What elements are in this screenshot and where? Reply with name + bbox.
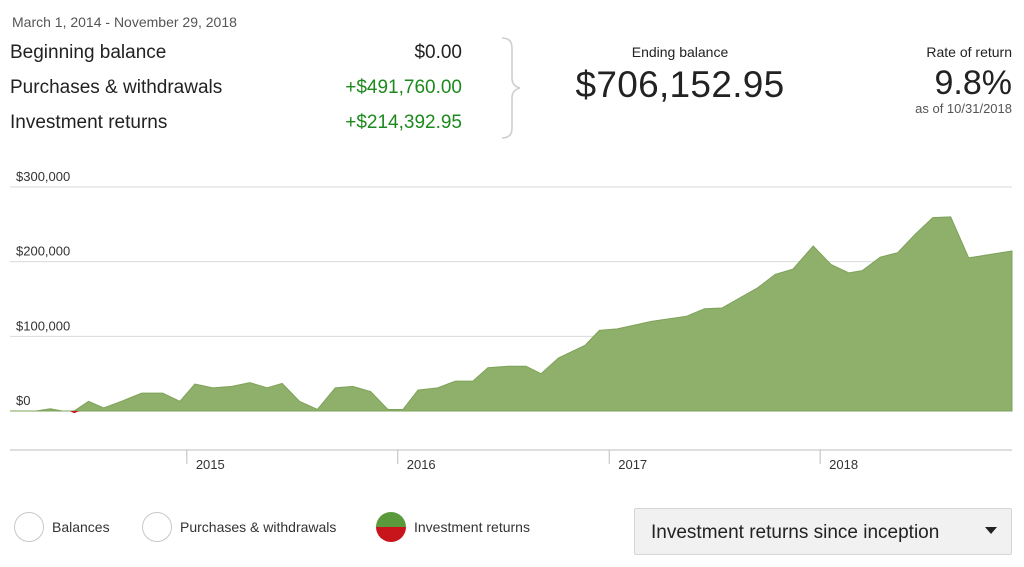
purchases-withdrawals-value: +$491,760.00	[345, 77, 462, 98]
investment-returns-label: Investment returns	[10, 112, 168, 133]
legend-purchases-withdrawals-label: Purchases & withdrawals	[180, 519, 337, 535]
x-tick-label: 2017	[618, 457, 647, 472]
investment-returns-value: +$214,392.95	[345, 112, 462, 133]
x-tick-label: 2018	[829, 457, 858, 472]
returns-period-dropdown[interactable]: Investment returns since inception	[634, 508, 1012, 555]
legend-balances[interactable]: Balances	[14, 510, 124, 544]
y-tick-label: $300,000	[16, 169, 70, 184]
purchases-withdrawals-row: Purchases & withdrawals +$491,760.00	[10, 75, 462, 110]
beginning-balance-row: Beginning balance $0.00	[10, 40, 462, 75]
beginning-balance-label: Beginning balance	[10, 42, 167, 63]
dropdown-selected-value: Investment returns since inception	[651, 522, 940, 543]
investment-returns-row: Investment returns +$214,392.95	[10, 110, 462, 145]
green-red-circle-icon[interactable]	[376, 512, 406, 542]
investment-returns-chart: $0 $100,000 $200,000 $300,000 2015 2016 2017 20…	[10, 169, 1013, 472]
investment-returns-area	[10, 216, 1013, 412]
legend-balances-label: Balances	[52, 519, 110, 535]
rate-of-return: Rate of return 9.8% as of 10/31/2018	[812, 44, 1012, 116]
rate-of-return-asof: as of 10/31/2018	[915, 101, 1012, 116]
ending-balance: Ending balance $706,152.95	[560, 44, 800, 106]
radio-circle-icon[interactable]	[142, 512, 172, 542]
y-tick-label: $0	[16, 393, 30, 408]
rate-of-return-value: 9.8%	[934, 64, 1013, 102]
x-tick-label: 2015	[196, 457, 225, 472]
legend-purchases-withdrawals[interactable]: Purchases & withdrawals	[142, 510, 362, 544]
legend-investment-returns-label: Investment returns	[414, 519, 530, 535]
purchases-withdrawals-label: Purchases & withdrawals	[10, 77, 223, 98]
beginning-balance-value: $0.00	[414, 42, 462, 63]
x-tick-label: 2016	[407, 457, 436, 472]
y-tick-label: $100,000	[16, 318, 70, 333]
curly-brace-icon	[501, 37, 521, 139]
radio-circle-icon[interactable]	[14, 512, 44, 542]
negative-return-area	[70, 411, 80, 414]
y-tick-label: $200,000	[16, 244, 70, 259]
summary-table: Beginning balance $0.00 Purchases & with…	[10, 40, 462, 145]
ending-balance-value: $706,152.95	[575, 64, 785, 105]
ending-balance-label: Ending balance	[631, 44, 729, 60]
caret-down-icon[interactable]	[985, 527, 997, 534]
legend-investment-returns[interactable]: Investment returns	[376, 510, 556, 544]
rate-of-return-label: Rate of return	[926, 44, 1012, 60]
date-range: March 1, 2014 - November 29, 2018	[12, 14, 237, 30]
